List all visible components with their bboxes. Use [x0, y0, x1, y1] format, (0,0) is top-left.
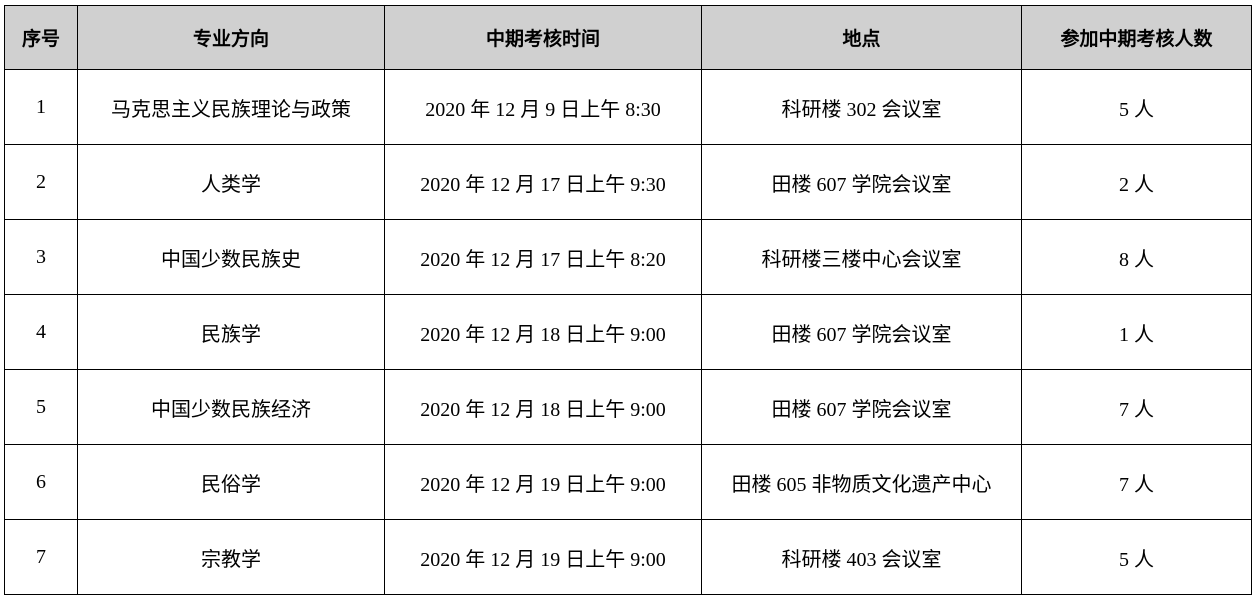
cell-count: 7 人 — [1021, 369, 1252, 445]
table-row: 6 民俗学 2020 年 12 月 19 日上午 9:00 田楼 605 非物质文化遗… — [4, 444, 1252, 520]
cell-index: 5 — [4, 369, 78, 445]
cell-location: 田楼 605 非物质文化遗产中心 — [701, 444, 1022, 520]
cell-time: 2020 年 12 月 17 日上午 9:30 — [384, 144, 702, 220]
header-row: 序号 专业方向 中期考核时间 地点 参加中期考核人数 — [4, 5, 1252, 70]
table-row: 1 马克思主义民族理论与政策 2020 年 12 月 9 日上午 8:30 科研楼 3… — [4, 69, 1252, 145]
header-index: 序号 — [4, 5, 78, 70]
cell-count: 5 人 — [1021, 69, 1252, 145]
cell-major: 中国少数民族经济 — [77, 369, 385, 445]
cell-time: 2020 年 12 月 19 日上午 9:00 — [384, 519, 702, 595]
cell-time: 2020 年 12 月 19 日上午 9:00 — [384, 444, 702, 520]
cell-location: 科研楼 302 会议室 — [701, 69, 1022, 145]
cell-count: 5 人 — [1021, 519, 1252, 595]
cell-index: 1 — [4, 69, 78, 145]
cell-major: 民族学 — [77, 294, 385, 370]
cell-time: 2020 年 12 月 18 日上午 9:00 — [384, 369, 702, 445]
cell-location: 田楼 607 学院会议室 — [701, 144, 1022, 220]
cell-index: 6 — [4, 444, 78, 520]
cell-count: 2 人 — [1021, 144, 1252, 220]
table-row: 7 宗教学 2020 年 12 月 19 日上午 9:00 科研楼 403 会议室 5 … — [4, 519, 1252, 595]
cell-time: 2020 年 12 月 18 日上午 9:00 — [384, 294, 702, 370]
cell-count: 1 人 — [1021, 294, 1252, 370]
cell-location: 科研楼三楼中心会议室 — [701, 219, 1022, 295]
table-row: 4 民族学 2020 年 12 月 18 日上午 9:00 田楼 607 学院会议室 1… — [4, 294, 1252, 370]
table-row: 3 中国少数民族史 2020 年 12 月 17 日上午 8:20 科研楼三楼中心会议… — [4, 219, 1252, 295]
header-location: 地点 — [701, 5, 1022, 70]
cell-location: 田楼 607 学院会议室 — [701, 294, 1022, 370]
cell-major: 中国少数民族史 — [77, 219, 385, 295]
cell-time: 2020 年 12 月 17 日上午 8:20 — [384, 219, 702, 295]
header-major: 专业方向 — [77, 5, 385, 70]
cell-index: 3 — [4, 219, 78, 295]
cell-major: 宗教学 — [77, 519, 385, 595]
cell-major: 人类学 — [77, 144, 385, 220]
cell-index: 2 — [4, 144, 78, 220]
table-row: 2 人类学 2020 年 12 月 17 日上午 9:30 田楼 607 学院会议室 2… — [4, 144, 1252, 220]
cell-major: 民俗学 — [77, 444, 385, 520]
cell-major: 马克思主义民族理论与政策 — [77, 69, 385, 145]
cell-count: 8 人 — [1021, 219, 1252, 295]
cell-location: 科研楼 403 会议室 — [701, 519, 1022, 595]
schedule-table: 序号 专业方向 中期考核时间 地点 参加中期考核人数 1 马克思主义民族理论与政策… — [4, 5, 1252, 595]
cell-count: 7 人 — [1021, 444, 1252, 520]
cell-index: 4 — [4, 294, 78, 370]
cell-time: 2020 年 12 月 9 日上午 8:30 — [384, 69, 702, 145]
header-time: 中期考核时间 — [384, 5, 702, 70]
table-row: 5 中国少数民族经济 2020 年 12 月 18 日上午 9:00 田楼 607 学… — [4, 369, 1252, 445]
header-count: 参加中期考核人数 — [1021, 5, 1252, 70]
cell-location: 田楼 607 学院会议室 — [701, 369, 1022, 445]
cell-index: 7 — [4, 519, 78, 595]
